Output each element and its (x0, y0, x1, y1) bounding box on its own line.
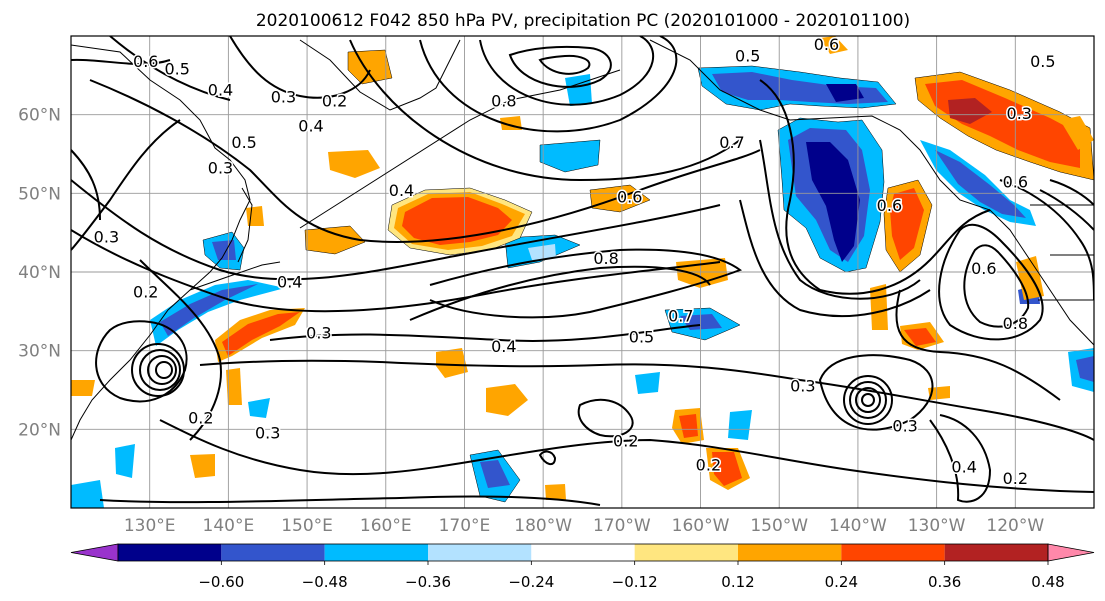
contour-label: 0.4 (298, 117, 323, 136)
colorbar-tick-label: 0.24 (825, 573, 858, 591)
colorbar-tick-label: −0.36 (405, 573, 451, 591)
longitude-label: 160°W (672, 516, 730, 536)
longitude-label: 130°E (124, 516, 176, 536)
contour-label: 0.5 (165, 59, 190, 78)
map-frame (70, 35, 1095, 509)
colorbar-swatch (634, 544, 738, 561)
colorbar: −0.60 −0.48 −0.36 −0.24 −0.12 0.12 0.24 0.36 0.4… (70, 543, 1095, 591)
contour-label: 0.5 (735, 47, 760, 66)
contour-label: 0.3 (892, 416, 917, 435)
contour-label: 0.6 (971, 259, 996, 278)
colorbar-outline (117, 543, 1049, 562)
precip-pc-shading (71, 36, 1094, 508)
coastlines (71, 39, 1094, 441)
contour-labels: 0.6 0.50.4 0.3 0.20.40.50.30.30.40.20.40.30… (92, 35, 1057, 490)
negative-shade-japan (150, 280, 285, 346)
contour-label: 0.5 (629, 328, 654, 347)
map-area: 0.6 0.50.4 0.3 0.20.40.50.30.30.40.20.40.30… (71, 35, 1094, 508)
colorbar-swatches (70, 543, 1095, 562)
contour-label: 0.7 (668, 306, 693, 325)
contour-label: 0.2 (188, 409, 213, 428)
colorbar-tick-label: −0.12 (612, 573, 658, 591)
pv-contours (71, 36, 1094, 506)
colorbar-tick-label: −0.24 (508, 573, 554, 591)
colorbar-extend-low (70, 543, 119, 562)
longitude-label: 170°E (439, 516, 491, 536)
contour-label: 0.2 (133, 283, 158, 302)
colorbar-swatch (428, 544, 532, 561)
contour-label: 0.5 (231, 133, 256, 152)
contour-label: 0.3 (255, 423, 280, 442)
colorbar-swatch (531, 544, 635, 561)
colorbar-swatch (118, 544, 222, 561)
negative-shade-bering (697, 65, 897, 111)
positive-shade-north-america (914, 71, 1094, 181)
longitude-label: 170°W (593, 516, 651, 536)
colorbar-swatch (944, 544, 1048, 561)
contour-label: 0.5 (1030, 52, 1055, 71)
colorbar-tick-label: −0.48 (302, 573, 348, 591)
colorbar-tick-label: −0.60 (198, 573, 244, 591)
negative-shade-pacific-nw (920, 140, 1036, 226)
contour-label: 0.6 (133, 52, 158, 71)
negative-shade-misc (71, 74, 1094, 508)
colorbar-tick-label: 0.12 (721, 573, 754, 591)
colorbar-tick-labels: −0.60 −0.48 −0.36 −0.24 −0.12 0.12 0.24 0.36 0.4… (198, 561, 1065, 591)
contour-label: 0.8 (491, 92, 516, 111)
contour-label: 0.4 (208, 80, 233, 99)
contour-label: 0.2 (322, 92, 347, 111)
contour-label: 0.3 (271, 88, 296, 107)
latitude-label: 30°N (18, 342, 61, 362)
colorbar-swatch (221, 544, 325, 561)
negative-shade-japan-north (202, 231, 245, 271)
contour-label: 0.6 (617, 187, 642, 206)
colorbar-tick-label: 0.36 (928, 573, 961, 591)
colorbar-swatch (738, 544, 842, 561)
longitude-label: 180°W (514, 516, 572, 536)
contour-label: 0.6 (814, 35, 839, 54)
longitude-label: 120°W (986, 516, 1044, 536)
latitude-label: 20°N (18, 420, 61, 440)
contour-label: 0.4 (491, 337, 516, 356)
contour-label: 0.3 (94, 228, 119, 247)
longitude-label: 140°W (829, 516, 887, 536)
colorbar-swatch (324, 544, 428, 561)
contour-label: 0.3 (306, 324, 331, 343)
figure-title: 2020100612 F042 850 hPa PV, precipitatio… (256, 11, 910, 31)
contour-label: 0.7 (719, 133, 744, 152)
contour-label: 0.6 (1003, 173, 1028, 192)
colorbar-tick-label: 0.48 (1031, 573, 1064, 591)
longitude-label: 160°E (360, 516, 412, 536)
latitude-labels: 60°N 50°N 40°N 30°N 20°N (18, 106, 61, 441)
contour-label: 0.3 (208, 158, 233, 177)
positive-shade-kuroshio (215, 308, 305, 362)
contour-label: 0.8 (1003, 314, 1028, 333)
colorbar-swatch (841, 544, 945, 561)
longitude-label: 150°W (750, 516, 808, 536)
longitude-label: 130°W (908, 516, 966, 536)
latitude-label: 40°N (18, 263, 61, 283)
contour-label: 0.4 (389, 181, 414, 200)
contour-label: 0.8 (593, 249, 618, 268)
contour-label: 0.2 (1003, 469, 1028, 488)
latitude-label: 50°N (18, 184, 61, 204)
contour-label: 0.6 (877, 196, 902, 215)
colorbar-extend-high (1047, 543, 1095, 562)
contour-label: 0.3 (1007, 104, 1032, 123)
contour-label: 0.4 (277, 272, 302, 291)
longitude-label: 140°E (203, 516, 255, 536)
contour-label: 0.3 (790, 376, 815, 395)
contour-label: 0.2 (696, 456, 721, 475)
contour-label: 0.2 (613, 431, 638, 450)
latitude-label: 60°N (18, 106, 61, 126)
longitude-label: 150°E (281, 516, 333, 536)
longitude-labels: 130°E 140°E 150°E 160°E 170°E 180°W 170°W 160°W… (124, 516, 1045, 536)
contour-label: 0.4 (951, 457, 976, 476)
